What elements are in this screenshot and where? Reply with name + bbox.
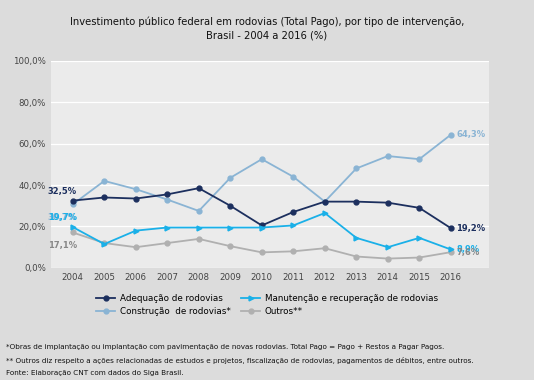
Text: 30,7%: 30,7% bbox=[48, 212, 77, 222]
Text: Investimento público federal em rodovias (Total Pago), por tipo de intervenção,
: Investimento público federal em rodovias… bbox=[70, 16, 464, 40]
Text: 19,2%: 19,2% bbox=[457, 224, 485, 233]
Text: 19,7%: 19,7% bbox=[48, 213, 77, 222]
Text: 32,5%: 32,5% bbox=[48, 187, 77, 196]
Text: Fonte: Elaboração CNT com dados do Siga Brasil.: Fonte: Elaboração CNT com dados do Siga … bbox=[6, 370, 184, 376]
Text: 8,9%: 8,9% bbox=[457, 245, 480, 254]
Text: *Obras de implantação ou implantação com pavimentação de novas rodovias. Total P: *Obras de implantação ou implantação com… bbox=[6, 344, 445, 350]
Text: 64,3%: 64,3% bbox=[457, 130, 485, 139]
Legend: Adequação de rodovias, Construção  de rodovias*, Manutenção e recuperação de rod: Adequação de rodovias, Construção de rod… bbox=[96, 294, 438, 316]
Text: 17,1%: 17,1% bbox=[48, 241, 77, 250]
Text: 7,6%: 7,6% bbox=[457, 248, 480, 256]
Text: ** Outros diz respeito a ações relacionadas de estudos e projetos, fiscalização : ** Outros diz respeito a ações relaciona… bbox=[6, 357, 474, 364]
